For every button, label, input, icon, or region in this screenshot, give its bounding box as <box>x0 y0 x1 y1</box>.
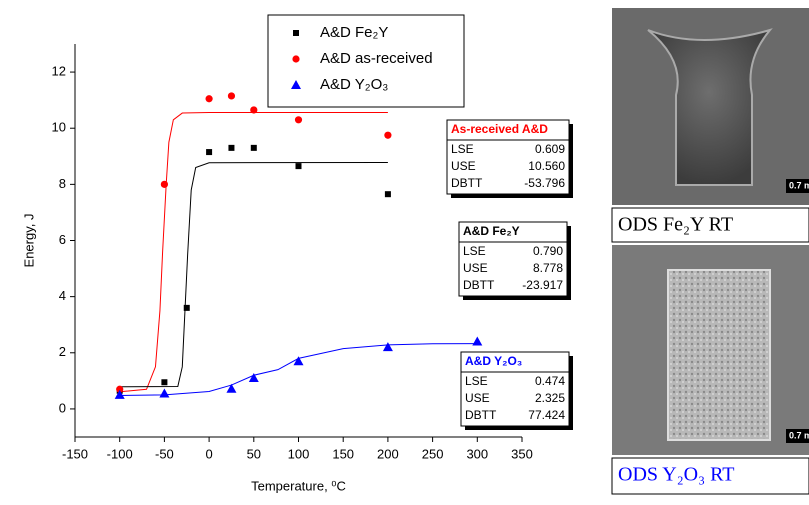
marker-triangle <box>226 384 236 393</box>
annotation-title: As-received A&D <box>451 122 548 136</box>
annotation-title: A&D Fe₂Y <box>463 224 520 238</box>
legend-marker <box>293 30 299 36</box>
marker-square <box>184 305 190 311</box>
marker-triangle <box>383 342 393 351</box>
annotation-value: 0.609 <box>535 142 565 156</box>
y-tick-label: 10 <box>52 120 66 135</box>
legend-label: A&D Y₂O₃ <box>320 76 388 93</box>
marker-circle <box>206 95 213 102</box>
fit-line <box>120 344 478 396</box>
legend-label: A&D Fe₂Y <box>320 24 388 41</box>
y-axis-label: Energy, J <box>21 214 36 268</box>
scale-bar: 0.7 mm <box>789 430 809 440</box>
marker-triangle <box>159 388 169 397</box>
y-tick-label: 12 <box>52 64 66 79</box>
fit-line <box>120 112 388 391</box>
x-tick-label: 100 <box>288 446 310 461</box>
y-tick-label: 2 <box>59 344 66 359</box>
fit-line <box>120 162 388 386</box>
annotation-key: LSE <box>465 374 488 388</box>
x-tick-label: -100 <box>107 446 133 461</box>
annotation-value: -23.917 <box>522 278 563 292</box>
annotation-title: A&D Y₂O₃ <box>465 354 522 368</box>
figure: 0 2 4 6 8 10 12 -150 -100 -50 0 50 100 150 200 250 300 35… <box>0 0 809 500</box>
annotation-key: DBTT <box>451 176 483 190</box>
annotation-value: 10.560 <box>528 159 565 173</box>
marker-square <box>385 191 391 197</box>
y-tick-label: 6 <box>59 232 66 247</box>
annotation-value: 8.778 <box>533 261 563 275</box>
marker-square <box>228 145 234 151</box>
annotation-key: LSE <box>451 142 474 156</box>
marker-circle <box>384 132 391 139</box>
x-tick-label: -50 <box>155 446 174 461</box>
annotation-value: 77.424 <box>528 408 565 422</box>
annotation-key: USE <box>463 261 488 275</box>
panel-caption: ODS Fe₂Y RT <box>618 214 733 236</box>
annotation-value: 0.474 <box>535 374 565 388</box>
y-tick-label: 4 <box>59 288 66 303</box>
scale-bar: 0.7 mm <box>789 180 809 190</box>
marker-circle <box>161 181 168 188</box>
x-tick-label: 300 <box>466 446 488 461</box>
x-tick-label: -150 <box>62 446 88 461</box>
x-tick-label: 0 <box>205 446 212 461</box>
annotation-value: 2.325 <box>535 391 565 405</box>
legend-marker <box>292 55 299 62</box>
annotation-key: USE <box>465 391 490 405</box>
x-tick-label: 200 <box>377 446 399 461</box>
y-tick-label: 0 <box>59 400 66 415</box>
panel-caption: ODS Y₂O₃ RT <box>618 464 734 486</box>
x-tick-label: 50 <box>247 446 261 461</box>
annotation-value: 0.790 <box>533 244 563 258</box>
annotation-key: DBTT <box>465 408 497 422</box>
x-tick-label: 150 <box>332 446 354 461</box>
annotation-key: USE <box>451 159 476 173</box>
x-tick-label: 250 <box>422 446 444 461</box>
marker-circle <box>250 106 257 113</box>
marker-circle <box>295 116 302 123</box>
marker-square <box>206 149 212 155</box>
annotation-value: -53.796 <box>524 176 565 190</box>
marker-square <box>296 163 302 169</box>
annotation-key: DBTT <box>463 278 495 292</box>
x-tick-label: 350 <box>511 446 533 461</box>
y-tick-label: 8 <box>59 176 66 191</box>
annotation-key: LSE <box>463 244 486 258</box>
x-axis-label: Temperature, ⁰C <box>251 478 346 493</box>
marker-square <box>161 379 167 385</box>
specimen <box>668 270 770 440</box>
marker-square <box>251 145 257 151</box>
marker-triangle <box>472 337 482 346</box>
marker-circle <box>228 92 235 99</box>
legend-label: A&D as-received <box>320 50 433 67</box>
